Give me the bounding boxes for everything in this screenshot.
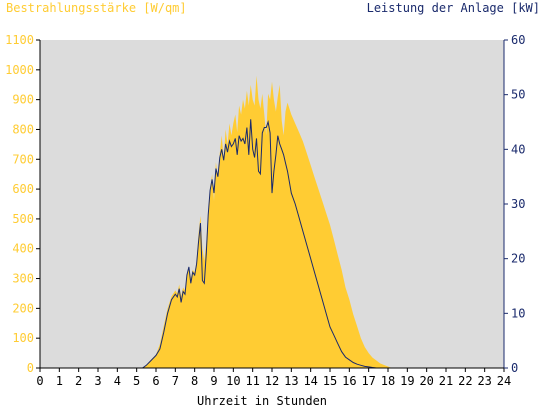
power-line <box>40 119 504 369</box>
x-tick-label: 6 <box>152 374 159 388</box>
x-tick-label: 17 <box>361 374 375 388</box>
y-left-tick-label: 600 <box>12 182 34 196</box>
y-left-tick-label: 400 <box>12 242 34 256</box>
y-left-tick-label: 1100 <box>5 33 34 47</box>
y-left-tick-label: 700 <box>12 152 34 166</box>
y-left-tick-label: 900 <box>12 93 34 107</box>
y-left-tick-label: 100 <box>12 331 34 345</box>
x-tick-label: 9 <box>210 374 217 388</box>
x-tick-label: 7 <box>172 374 179 388</box>
x-tick-label: 22 <box>458 374 472 388</box>
x-tick-label: 16 <box>342 374 356 388</box>
y-right-tick-label: 30 <box>511 197 525 211</box>
series-layer <box>40 75 504 369</box>
x-tick-label: 5 <box>133 374 140 388</box>
axes-layer: 0 1 2 3 4 5 6 7 8 9 10 11 12 13 14 15 16 17 18 19 20 21 22 23 24… <box>5 33 525 388</box>
irradiance-area <box>40 75 504 369</box>
x-tick-label: 0 <box>36 374 43 388</box>
y-left-tick-label: 0 <box>27 361 34 375</box>
y-right-tick-label: 60 <box>511 33 525 47</box>
x-tick-label: 4 <box>114 374 121 388</box>
x-tick-label: 20 <box>419 374 433 388</box>
y-left-tick-label: 500 <box>12 212 34 226</box>
x-tick-label: 14 <box>303 374 317 388</box>
y-left-tick-label: 300 <box>12 272 34 286</box>
x-tick-label: 21 <box>439 374 453 388</box>
x-tick-label: 3 <box>94 374 101 388</box>
x-tick-label: 23 <box>477 374 491 388</box>
right-axis-title: Leistung der Anlage [kW] <box>367 1 540 15</box>
left-axis-title: Bestrahlungsstärke [W/qm] <box>6 1 187 15</box>
x-tick-label: 2 <box>75 374 82 388</box>
x-tick-label: 24 <box>497 374 511 388</box>
x-axis-title: Uhrzeit in Stunden <box>197 394 327 408</box>
x-tick-label: 10 <box>226 374 240 388</box>
x-tick-label: 8 <box>191 374 198 388</box>
y-left-tick-label: 1000 <box>5 63 34 77</box>
x-tick-label: 12 <box>265 374 279 388</box>
y-right-tick-label: 10 <box>511 306 525 320</box>
x-tick-label: 15 <box>323 374 337 388</box>
x-tick-label: 19 <box>400 374 414 388</box>
x-tick-label: 18 <box>381 374 395 388</box>
x-tick-label: 13 <box>284 374 298 388</box>
y-right-tick-label: 50 <box>511 88 525 102</box>
x-tick-label: 11 <box>245 374 259 388</box>
y-right-tick-label: 0 <box>511 361 518 375</box>
x-tick-label: 1 <box>56 374 63 388</box>
y-left-tick-label: 200 <box>12 301 34 315</box>
y-right-tick-label: 20 <box>511 252 525 266</box>
y-right-tick-label: 40 <box>511 142 525 156</box>
y-left-tick-label: 800 <box>12 122 34 136</box>
